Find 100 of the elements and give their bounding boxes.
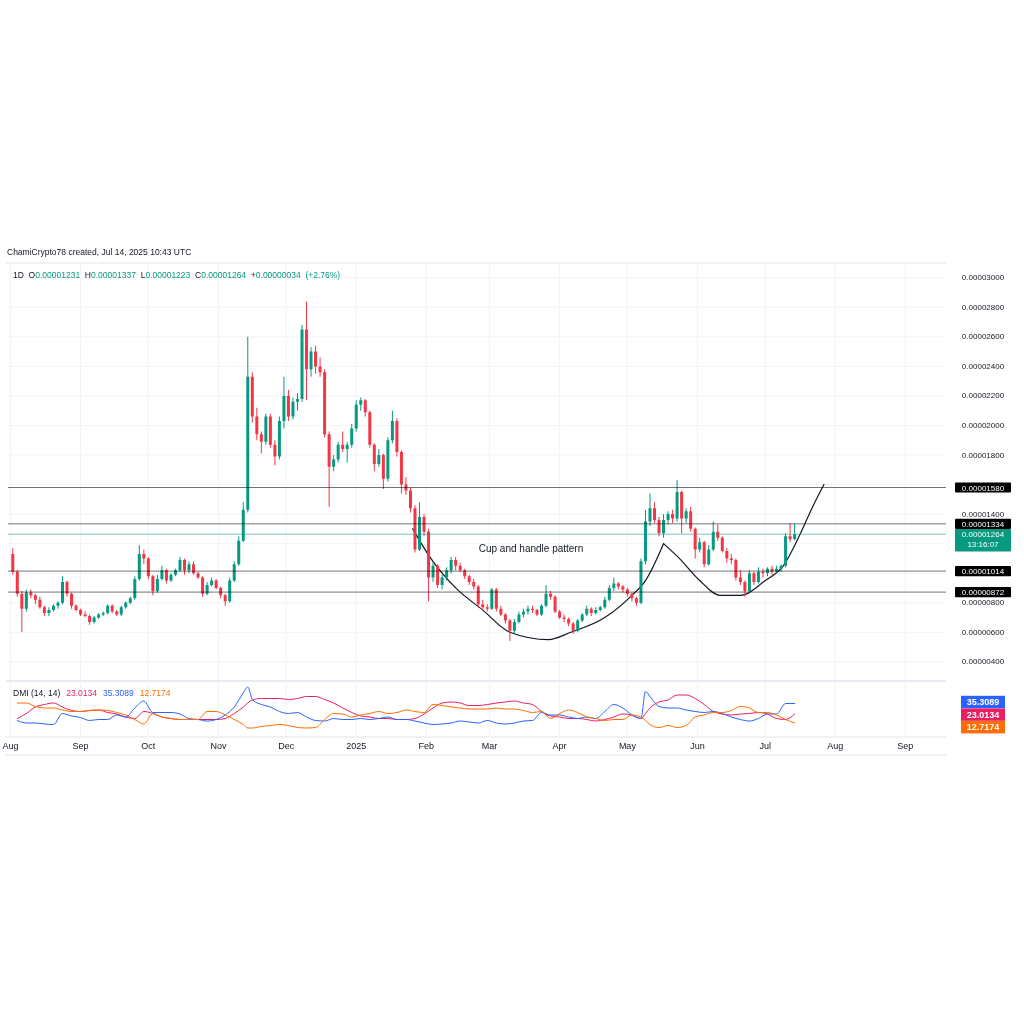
candlestick — [390, 410, 394, 444]
y-tick-label: 0.00000400 — [961, 657, 1005, 667]
candlestick — [259, 431, 263, 454]
candlestick — [404, 477, 408, 495]
candlestick — [585, 605, 589, 617]
candlestick — [698, 537, 702, 553]
candlestick — [458, 562, 462, 572]
candlestick — [630, 592, 634, 602]
candlestick — [354, 400, 358, 432]
candlestick — [395, 418, 399, 457]
candlestick — [756, 567, 760, 584]
candlestick — [689, 506, 693, 532]
candlestick — [571, 621, 575, 634]
candlestick — [494, 587, 498, 612]
candlestick — [413, 505, 417, 553]
candlestick — [183, 558, 187, 575]
candlestick — [119, 605, 123, 617]
candlestick — [684, 508, 688, 523]
candlestick — [481, 599, 485, 611]
candlestick — [33, 593, 37, 605]
candlestick — [11, 548, 15, 575]
x-tick-label: Jun — [690, 741, 705, 751]
candlestick — [286, 390, 290, 422]
ref-line-label: 0.00001580 — [961, 483, 1005, 493]
candlestick — [350, 424, 354, 448]
candlestick — [711, 521, 715, 552]
candlestick — [291, 397, 295, 420]
candlestick — [305, 301, 309, 401]
candlestick — [314, 345, 318, 374]
candlestick — [639, 558, 643, 605]
candlestick — [169, 573, 173, 583]
candlestick — [408, 487, 412, 513]
y-tick-label: 0.00001400 — [961, 509, 1005, 519]
candlestick — [540, 604, 544, 617]
candlestick — [445, 567, 449, 581]
text: 12.7174 — [966, 722, 1000, 733]
candlestick — [702, 540, 706, 568]
x-tick-label: May — [618, 741, 637, 751]
candlestick — [680, 490, 684, 534]
ref-line-label: 0.00001264 13:16:07 — [961, 530, 1005, 550]
candlestick — [643, 509, 647, 565]
candlestick — [250, 372, 254, 423]
candlestick — [648, 493, 652, 526]
candlestick — [115, 610, 119, 617]
candlestick — [368, 410, 372, 448]
x-tick-label: Feb — [418, 741, 435, 751]
candlestick — [110, 604, 114, 614]
candlestick — [228, 577, 232, 603]
candlestick — [187, 561, 191, 574]
candlestick — [29, 589, 33, 599]
candlestick — [576, 618, 580, 633]
candlestick — [598, 605, 602, 612]
candlestick — [92, 616, 96, 624]
candlestick — [662, 514, 666, 538]
candlestick — [24, 589, 28, 612]
x-tick-label: Nov — [210, 741, 227, 751]
candlestick — [386, 437, 390, 482]
candlestick — [580, 613, 584, 622]
candlestick — [793, 523, 797, 541]
candlestick — [268, 413, 272, 448]
candlestick — [42, 605, 46, 617]
candlestick — [196, 571, 200, 580]
x-tick-label: Sep — [897, 741, 914, 751]
candlestick — [327, 431, 331, 507]
candlestick — [427, 528, 431, 602]
x-tick-label: Apr — [552, 741, 567, 751]
y-tick-label: 0.00000800 — [961, 598, 1005, 608]
candlestick — [65, 580, 69, 597]
candlestick — [567, 617, 571, 627]
chart-title: DMI (14, 14) — [13, 688, 61, 698]
candlestick — [436, 564, 440, 588]
candlestick — [603, 596, 607, 609]
candlestick — [558, 610, 562, 619]
candlestick — [74, 604, 78, 612]
candlestick — [612, 577, 616, 591]
candlestick — [336, 441, 340, 463]
candlestick — [653, 502, 657, 523]
candlestick — [363, 398, 367, 417]
candlestick — [512, 618, 516, 634]
candlestick — [621, 584, 625, 593]
candlestick — [485, 604, 489, 612]
candlestick — [205, 582, 209, 596]
ref-line-label: 0.00001334 — [961, 519, 1005, 529]
candlestick — [476, 584, 480, 608]
candlestick — [775, 565, 779, 574]
candlestick — [47, 607, 51, 617]
chart-title: 1D O0.00001231 H0.00001337 L0.00001223 C0.00001264 +0.00000034 (+2.76%) — [13, 270, 341, 280]
candlestick — [589, 607, 593, 617]
candlestick — [399, 450, 403, 494]
annotation: 23.0134 — [66, 688, 98, 698]
candlestick — [273, 440, 277, 466]
candlestick — [657, 517, 661, 537]
candlestick — [160, 565, 164, 581]
candlestick — [70, 592, 74, 609]
candlestick — [232, 561, 236, 583]
candlestick — [128, 596, 132, 605]
candlestick — [784, 533, 788, 568]
x-tick-label: Oct — [141, 741, 156, 751]
candlestick — [779, 564, 783, 572]
x-tick-label: Mar — [481, 741, 498, 751]
